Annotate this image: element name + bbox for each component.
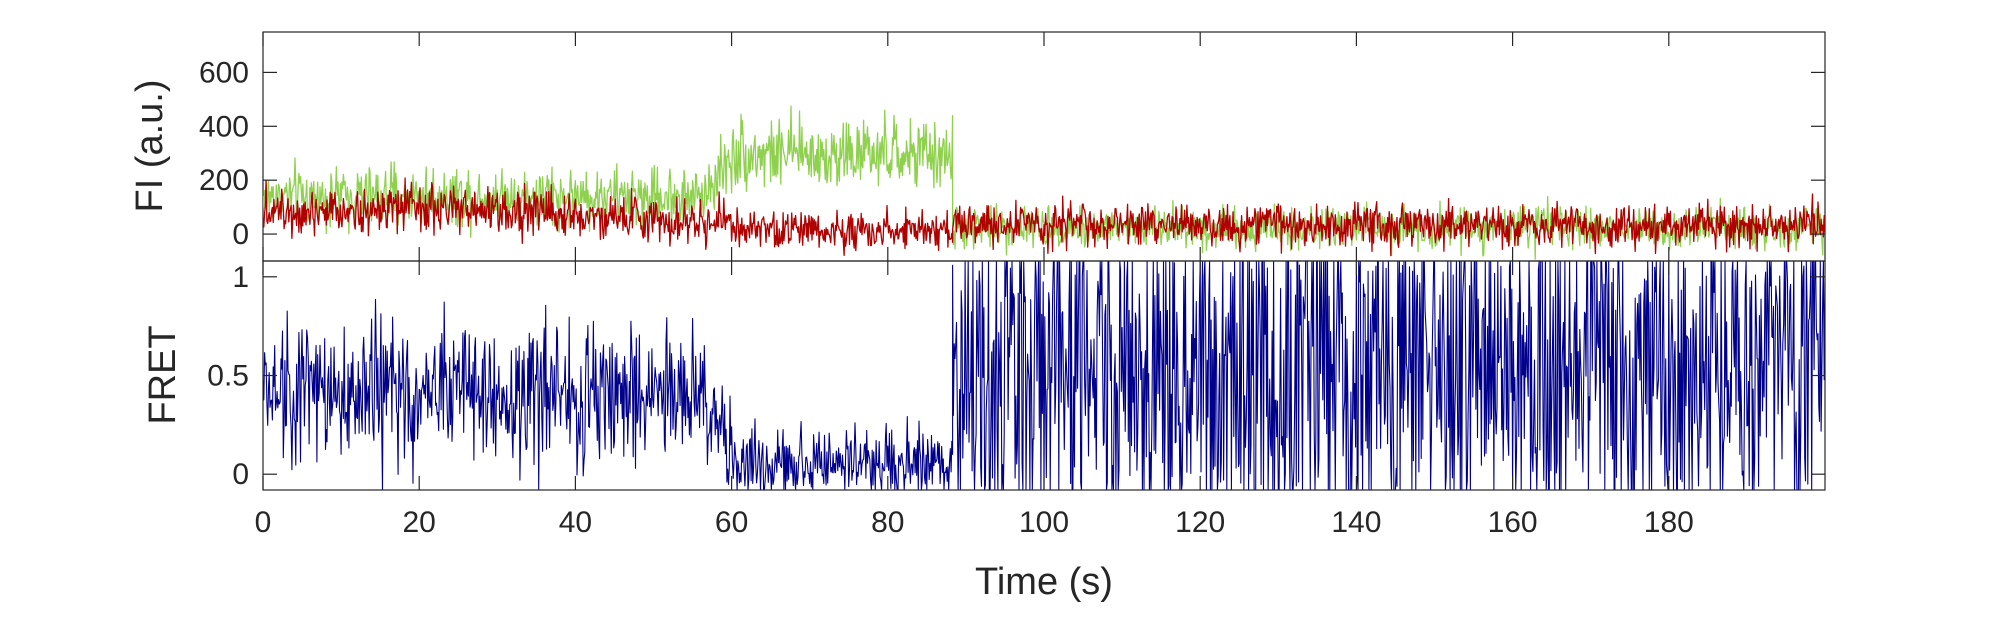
time-x-axis-label: Time (s) <box>975 561 1113 603</box>
fluorescence-panel: 0 200 400 600 FI (a.u.) <box>129 31 1826 262</box>
time-x-tick-label: 160 <box>1488 506 1538 539</box>
fret-y-tick-label: 1 <box>232 261 249 294</box>
time-x-tick-label: 80 <box>871 506 904 539</box>
time-x-tick-label: 140 <box>1331 506 1381 539</box>
fluorescence-y-tick-label: 600 <box>199 56 249 89</box>
fret-panel: 00.51 0 20 40 60 80 100 120 140 160 180 FRET Time… <box>142 32 1826 603</box>
fluorescence-y-tick-label: 0 <box>232 218 249 251</box>
fret-y-tick-label: 0 <box>232 458 249 491</box>
fluorescence-y-axis-label: FI (a.u.) <box>129 79 171 212</box>
time-x-tick-label: 20 <box>403 506 436 539</box>
fret-y-ticks: 00.51 <box>207 261 1825 491</box>
fret-y-axis-label: FRET <box>142 325 184 424</box>
time-x-tick-label: 0 <box>255 506 272 539</box>
fret-traces <box>263 261 1825 490</box>
time-x-tick-label: 100 <box>1019 506 1069 539</box>
fret-trace <box>263 261 1825 490</box>
fret-y-tick-label: 0.5 <box>207 360 249 393</box>
fluorescence-y-tick-label: 200 <box>199 164 249 197</box>
fluorescence-traces <box>263 105 1825 260</box>
time-x-ticks: 0 20 40 60 80 100 120 140 160 180 <box>255 32 1694 539</box>
time-x-tick-label: 120 <box>1175 506 1225 539</box>
time-x-tick-label: 180 <box>1644 506 1694 539</box>
acceptor-trace <box>263 177 1825 257</box>
time-x-tick-label: 40 <box>559 506 592 539</box>
fluorescence-y-ticks: 0 200 400 600 <box>199 56 1825 251</box>
time-x-tick-label: 60 <box>715 506 748 539</box>
fluorescence-y-tick-label: 400 <box>199 110 249 143</box>
donor-trace <box>263 105 1825 260</box>
